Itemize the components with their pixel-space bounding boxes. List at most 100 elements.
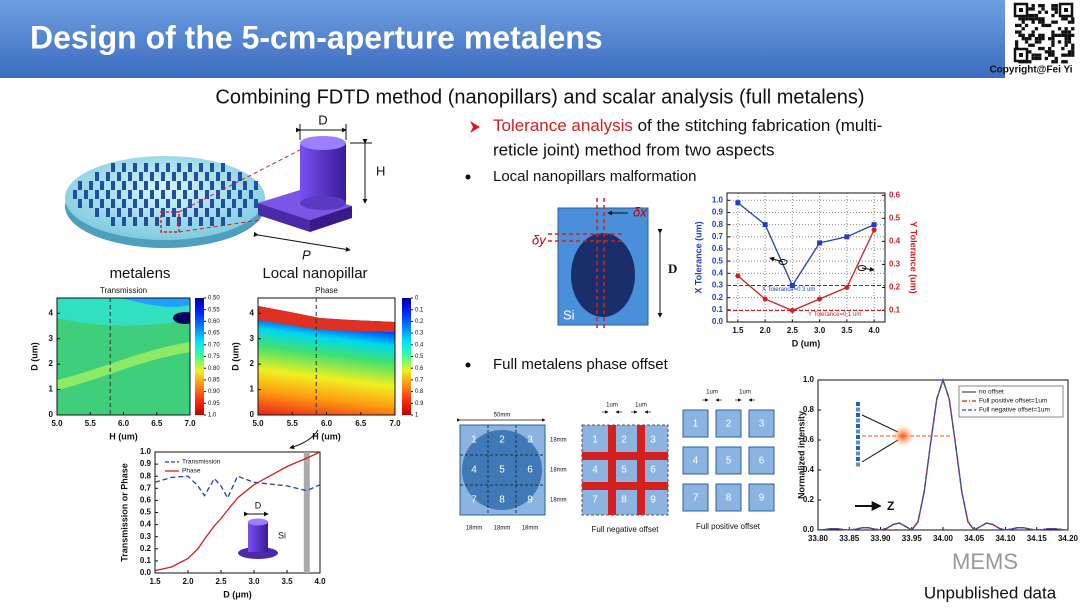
inset-stripe: [856, 451, 860, 456]
qr-cell: [1048, 23, 1052, 28]
qr-cell: [1054, 4, 1058, 8]
qr-cell: [1021, 27, 1025, 31]
pillar: [139, 190, 143, 199]
inset-arrow: [861, 414, 899, 433]
cell-number: 6: [527, 465, 533, 476]
colorbar-label: 0.95: [208, 401, 220, 407]
y-tick-label: 0.5: [712, 256, 724, 265]
y2-tick-label: 0.1: [889, 306, 901, 315]
qr-cell: [1048, 46, 1052, 51]
pillar: [205, 172, 209, 181]
pillar: [122, 181, 126, 190]
pillar: [150, 208, 154, 217]
pillar: [78, 199, 82, 208]
pillar: [243, 181, 247, 190]
qr-cell: [1034, 53, 1039, 57]
z-label: Z: [887, 499, 894, 513]
qr-cell: [1041, 4, 1045, 8]
qr-cell: [1071, 46, 1075, 51]
inset-stripe: [856, 457, 860, 461]
pillar-base-side: [258, 203, 310, 232]
pillar: [177, 181, 181, 190]
x-tick-label: 4.0: [869, 326, 881, 335]
footnote: Unpublished data: [924, 583, 1057, 602]
qr-cell: [1021, 17, 1025, 21]
pillar: [95, 172, 99, 181]
y-tick-label: 0.6: [712, 244, 724, 253]
x-tick-label: 5.0: [51, 419, 63, 428]
inset-stripe: [856, 446, 860, 450]
pillar-array: [73, 163, 258, 226]
figure-label: Local nanopillar: [262, 265, 367, 282]
colorbar-label: 0.6: [415, 366, 424, 372]
qr-cell: [1028, 33, 1032, 37]
size-label: 18mm: [466, 526, 483, 532]
x-tick-label: 2.0: [182, 577, 194, 586]
pillar: [89, 181, 93, 190]
colorbar-label: 0.50: [208, 296, 220, 302]
qr-cell: [1024, 23, 1029, 28]
qr-cell: [1041, 20, 1045, 24]
y-tick-label: 0.9: [712, 208, 724, 217]
offset-cell: [748, 446, 775, 475]
pillar: [106, 190, 110, 199]
y-tick-label: 2: [250, 359, 255, 368]
y-tick-label: 0.6: [803, 435, 815, 444]
inset-label: D: [255, 500, 262, 510]
qr-cell: [1018, 23, 1022, 28]
pillar: [188, 217, 192, 226]
dim-label: H: [376, 163, 385, 178]
colorbar-label: 0.60: [208, 319, 220, 325]
pillar: [155, 199, 159, 208]
chart-title: Phase: [315, 286, 338, 295]
qr-cell: [1015, 30, 1019, 34]
offset-cell: [748, 483, 775, 512]
y-axis-label: Transmission or Phase: [119, 463, 129, 562]
pillar: [122, 199, 126, 208]
x-tick-label: 5.5: [287, 419, 299, 428]
header-bar: [0, 0, 1080, 78]
size-label: 18mm: [550, 498, 567, 504]
pillar: [144, 181, 148, 190]
pointer: [857, 265, 867, 271]
pillar: [188, 163, 192, 172]
x-tick-label: 6.5: [151, 419, 163, 428]
overlap-band: [582, 482, 668, 490]
pillar: [139, 208, 143, 217]
pillar: [111, 199, 115, 208]
pillar: [73, 190, 77, 199]
size-label: 1um: [606, 403, 618, 409]
pillar-foot: [300, 196, 346, 210]
y-tick-label: 0: [250, 410, 255, 419]
qr-cell: [1034, 27, 1039, 31]
x-tick-label: 6.5: [355, 419, 367, 428]
pillar: [128, 208, 132, 217]
pillar: [166, 217, 170, 226]
pillar-base-side: [310, 206, 352, 232]
x-tick-label: 3.5: [281, 577, 293, 586]
pillar: [122, 217, 126, 226]
x-tick-label: 6.0: [118, 419, 130, 428]
qr-cell: [1044, 23, 1048, 28]
zoom-line: [178, 149, 301, 213]
qr-cell: [1015, 40, 1019, 44]
pillar: [128, 190, 132, 199]
pillar: [232, 199, 236, 208]
series-line: [154, 451, 321, 572]
colorbar-label: 0.3: [415, 331, 424, 337]
size-label: 18mm: [550, 468, 567, 474]
legend-label: Transmission: [182, 459, 221, 466]
y-tick-label: 0.2: [712, 293, 724, 302]
y-tick-label: 2: [49, 359, 54, 368]
qr-cell: [1067, 53, 1072, 57]
x-tick-label: 2.5: [787, 326, 799, 335]
pillar: [111, 163, 115, 172]
y2-tick-label: 0.3: [889, 260, 901, 269]
cell-number: 1: [592, 435, 598, 446]
qr-cell: [1051, 37, 1055, 41]
cell-number: 5: [499, 465, 505, 476]
colorbar-label: 1.0: [208, 413, 217, 419]
qr-cell: [1028, 43, 1032, 47]
